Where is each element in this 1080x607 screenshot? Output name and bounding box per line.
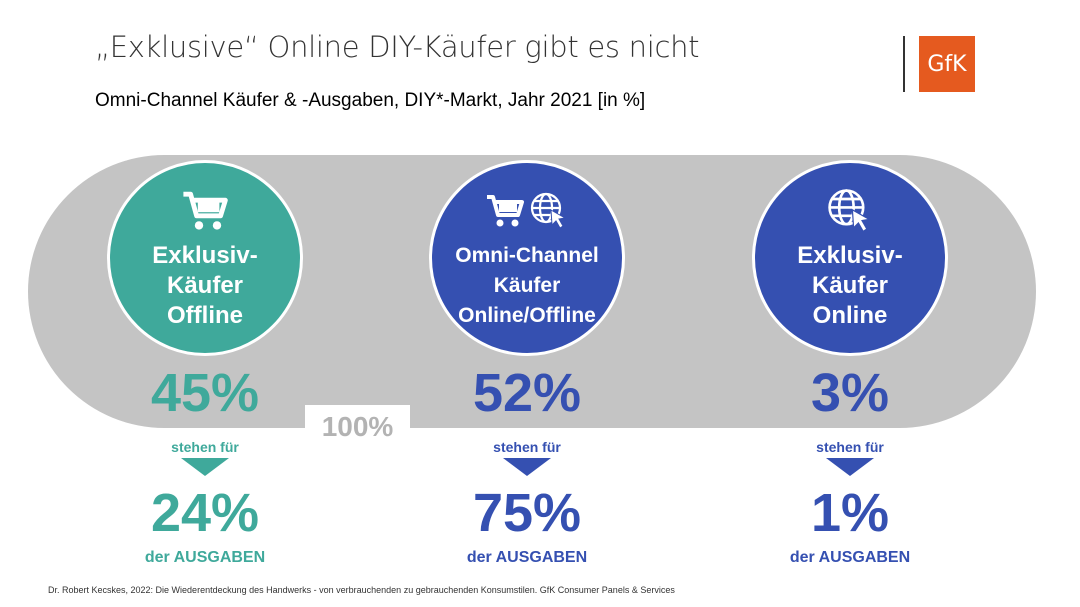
buyers-percentage: 52% bbox=[472, 363, 582, 423]
link-text: stehen für bbox=[171, 439, 239, 455]
segment-label-line: Exklusiv- bbox=[152, 242, 258, 269]
segment-label-line: Online/Offline bbox=[458, 304, 596, 327]
segment-label-line: Offline bbox=[167, 302, 243, 329]
segment-circle: Exklusiv- Käufer Online bbox=[752, 160, 948, 356]
segment-label-line: Käufer bbox=[166, 272, 244, 299]
down-arrow-icon bbox=[181, 458, 229, 476]
slide-subtitle: Omni-Channel Käufer & -Ausgaben, DIY*-Ma… bbox=[95, 90, 646, 111]
source-footnote: Dr. Robert Kecskes, 2022: Die Wiederentd… bbox=[48, 585, 675, 595]
slide-title: „Exklusive“ Online DIY-Käufer gibt es ni… bbox=[95, 30, 700, 64]
segment-circle: Exklusiv- Käufer Offline bbox=[107, 160, 303, 356]
segment-circle: Omni-Channel Käufer Online/Offline bbox=[429, 160, 625, 356]
shopping-cart-icon bbox=[485, 191, 525, 231]
globe-cursor-icon bbox=[529, 191, 569, 231]
spend-percentage: 1% bbox=[810, 483, 890, 543]
segment-label-line: Online bbox=[812, 302, 888, 329]
total-label: 100% bbox=[305, 405, 410, 449]
gfk-logo: GfK bbox=[919, 36, 975, 92]
segment-label-line: Exklusiv- bbox=[797, 242, 903, 269]
spend-label: der AUSGABEN bbox=[144, 549, 266, 566]
spend-percentage: 75% bbox=[472, 483, 582, 543]
logo-divider bbox=[903, 36, 905, 92]
shopping-cart-icon bbox=[181, 187, 229, 235]
down-arrow-icon bbox=[503, 458, 551, 476]
buyers-percentage: 3% bbox=[810, 363, 890, 423]
link-text: stehen für bbox=[816, 439, 884, 455]
spend-label: der AUSGABEN bbox=[466, 549, 588, 566]
segment-label-line: Käufer bbox=[811, 272, 889, 299]
buyers-percentage: 45% bbox=[150, 363, 260, 423]
spend-label: der AUSGABEN bbox=[789, 549, 911, 566]
segment-label-line: Käufer bbox=[493, 274, 561, 297]
down-arrow-icon bbox=[826, 458, 874, 476]
spend-percentage: 24% bbox=[150, 483, 260, 543]
segment-label-line: Omni-Channel bbox=[455, 244, 599, 267]
link-text: stehen für bbox=[493, 439, 561, 455]
globe-cursor-icon bbox=[826, 187, 874, 235]
